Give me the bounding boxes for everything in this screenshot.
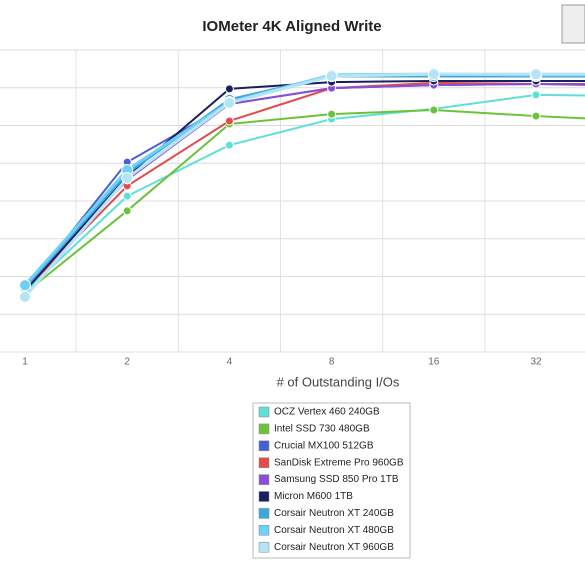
chart-title: IOMeter 4K Aligned Write [202,18,381,35]
data-point [121,171,134,184]
legend-label: Corsair Neutron XT 240GB [274,508,394,519]
legend-swatch [258,474,270,485]
series [19,68,585,303]
data-point [122,206,132,216]
data-point [327,109,337,119]
legend-swatch [258,525,270,536]
x-tick-label: 32 [530,357,542,368]
legend-swatch [258,491,270,502]
x-tick-label: 8 [329,357,335,368]
data-point [223,96,236,109]
data-point [19,279,31,292]
data-point [122,191,132,201]
legend-swatch [258,440,270,452]
data-point [427,68,440,81]
data-point [530,68,542,81]
legend-box [252,402,411,559]
legend-swatch [258,508,270,519]
data-point [429,105,439,115]
data-point [531,90,541,100]
legend-swatch [258,406,270,418]
legend-label: Micron M600 1TB [274,491,353,502]
x-axis-title: # of Outstanding I/Os [277,374,400,389]
data-point [224,84,234,94]
x-tick-label: 16 [428,357,440,368]
x-tick-label: 4 [227,357,233,368]
legend-swatch [258,423,270,435]
legend-label: Samsung SSD 850 Pro 1TB [274,474,399,485]
legend-label: Intel SSD 730 480GB [274,424,370,435]
data-point [531,111,541,121]
legend-swatch [258,457,270,468]
legend-label: Crucial MX100 512GB [274,440,374,451]
legend-swatch [258,541,270,553]
data-point [325,70,338,83]
data-point [19,290,31,303]
legend-label: OCZ Vertex 460 240GB [274,407,380,418]
logo [561,4,585,44]
data-point [224,116,234,126]
legend-label: Corsair Neutron XT 960GB [274,542,394,553]
legend-label: Corsair Neutron XT 480GB [274,525,394,536]
x-tick-label: 1 [22,357,28,368]
x-tick-label: 2 [124,357,130,368]
legend-label: SanDisk Extreme Pro 960GB [274,457,404,468]
data-point [224,140,234,150]
